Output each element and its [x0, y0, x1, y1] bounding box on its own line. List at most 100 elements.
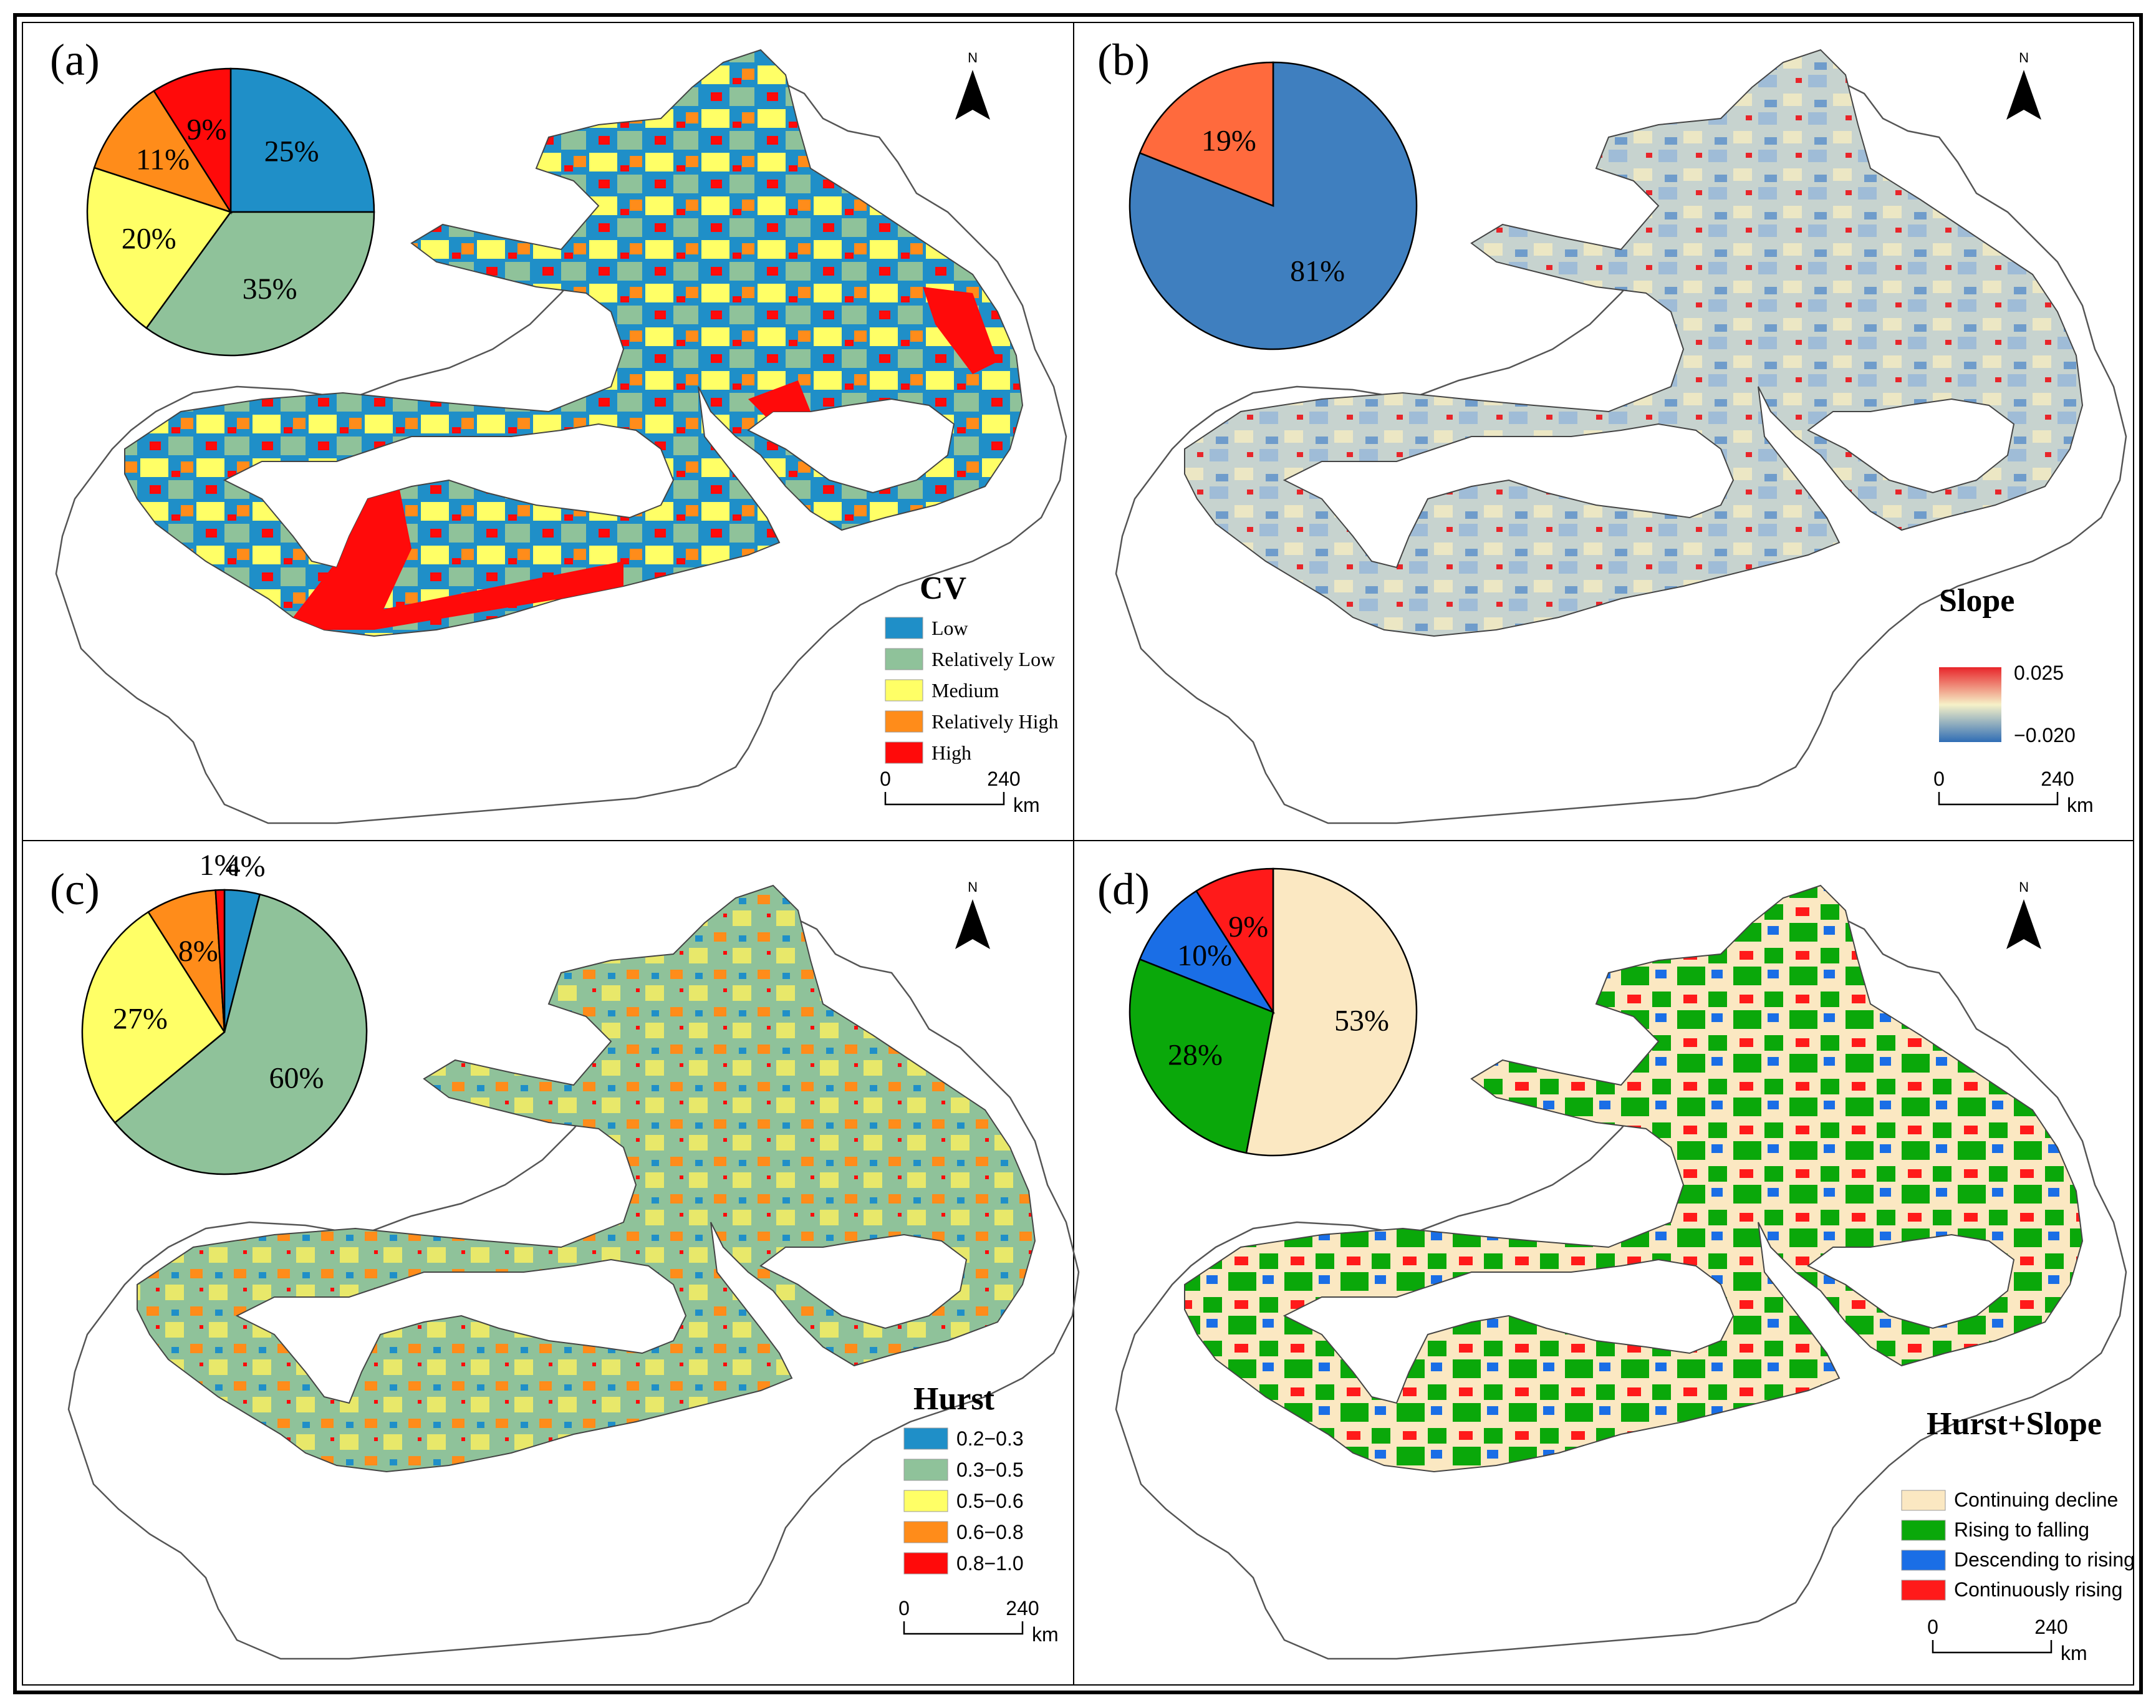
legend-item-label: Rising to falling	[1954, 1518, 2089, 1541]
legend-swatch	[1901, 1490, 1946, 1511]
svg-text:0: 0	[898, 1597, 910, 1619]
north-arrow: N	[2006, 879, 2041, 949]
legend-swatch	[1901, 1550, 1946, 1571]
legend: Hurst 0.2−0.3 0.3−0.5 0.5−0.6 0.6−0.8 0.8−1.…	[903, 1381, 1024, 1575]
legend-swatch	[903, 1552, 948, 1575]
legend-swatch	[885, 741, 923, 764]
cv-high-zone	[293, 287, 998, 630]
svg-text:0: 0	[1927, 1616, 1938, 1638]
north-arrow: N	[955, 50, 990, 120]
legend-swatch	[885, 679, 923, 702]
pie-slice-label: 81%	[1290, 255, 1345, 288]
legend-swatch	[885, 710, 923, 733]
svg-text:N: N	[2019, 879, 2029, 895]
scale-bar: 0 240 km	[1933, 768, 2094, 816]
svg-text:km: km	[2061, 1642, 2087, 1664]
pie-slice-label: 9%	[1228, 910, 1268, 943]
north-arrow: N	[955, 879, 990, 949]
pie-slice-label: 60%	[269, 1061, 324, 1094]
pie-slice	[1129, 958, 1274, 1154]
pie-slice	[86, 166, 233, 329]
pie-slice-label: 20%	[122, 223, 176, 256]
svg-text:km: km	[2067, 794, 2094, 816]
legend-item-label: Relatively High	[931, 710, 1059, 733]
pie-slice	[1129, 61, 1418, 350]
pie-slice-label: 25%	[264, 135, 319, 168]
legend-item-label: 0.6−0.8	[956, 1521, 1024, 1543]
pie-slice-label: 11%	[136, 143, 190, 176]
panel-label: (d)	[1097, 864, 1150, 914]
legend-swatch	[885, 648, 923, 670]
legend-item-label: Low	[931, 617, 968, 639]
pie-slice	[214, 889, 226, 1033]
pie-slice	[1195, 867, 1274, 1015]
pie-chart: 4% 60% 27% 8% 1%	[81, 849, 368, 1175]
pie-slice-label: 19%	[1201, 124, 1256, 157]
svg-text:0: 0	[1933, 768, 1945, 790]
legend-swatch	[903, 1427, 948, 1450]
pie-chart: 81% 19%	[1129, 61, 1418, 350]
north-arrow-icon	[2006, 899, 2024, 949]
svg-text:240: 240	[987, 768, 1020, 790]
svg-text:km: km	[1032, 1623, 1059, 1646]
scale-bar: 0 240 km	[898, 1597, 1059, 1646]
legend-item-label: 0.3−0.5	[956, 1459, 1024, 1481]
legend-item-label: Relatively Low	[931, 648, 1055, 670]
svg-text:N: N	[968, 879, 978, 895]
panel-label: (b)	[1097, 35, 1150, 85]
pie-slice-label: 28%	[1168, 1039, 1223, 1072]
pie-slice-label: 4%	[226, 850, 266, 883]
panel-b: (b) 81% 19% N Slope 0.025 −0.020 0 240 km	[1097, 35, 2127, 824]
pie-slice-label: 8%	[178, 935, 218, 968]
pie-slice	[1138, 890, 1276, 1014]
pie-slice	[113, 893, 368, 1175]
pie-chart: 25% 35% 20% 11%9%	[86, 67, 375, 357]
legend-item-label: Descending to rising	[1954, 1548, 2135, 1571]
legend-swatch	[1901, 1580, 1946, 1601]
pie-slice	[153, 67, 232, 215]
legend-item-label: High	[931, 741, 971, 764]
pie-slice	[147, 889, 226, 1033]
panel-label: (a)	[50, 35, 100, 85]
figure-frame	[13, 13, 2143, 1694]
legend-swatch	[885, 617, 923, 639]
pie-slice	[81, 910, 226, 1124]
panel-d: (d) 53% 28% 10%9% N Hurst+Slope Continuing…	[1097, 864, 2135, 1664]
pie-slice-label: 9%	[187, 113, 227, 146]
pie-slice	[93, 90, 233, 214]
slope-color-ramp	[1939, 667, 2001, 742]
legend-item-label: 0.2−0.3	[956, 1427, 1024, 1450]
pie-slice-label: 53%	[1334, 1004, 1389, 1037]
legend-title: Slope	[1939, 583, 2014, 619]
svg-text:N: N	[968, 50, 978, 65]
legend-swatch	[903, 1459, 948, 1481]
legend-item-label: 0.5−0.6	[956, 1490, 1024, 1512]
pie-slice	[145, 211, 375, 357]
legend-min: −0.020	[2014, 724, 2076, 746]
scale-bar: 0 240 km	[1927, 1616, 2087, 1664]
panel-a: (a) 25% 35% 20% 11%9% N CV Low Relatively Lo…	[50, 35, 1067, 824]
legend-swatch	[903, 1490, 948, 1512]
legend-title: CV	[920, 571, 966, 606]
legend-title: Hurst	[913, 1381, 995, 1417]
pie-slice	[229, 67, 375, 213]
north-arrow-icon	[955, 70, 973, 120]
pie-chart: 53% 28% 10%9%	[1129, 867, 1418, 1157]
panel-label: (c)	[50, 864, 100, 914]
legend-item-label: Continuing decline	[1954, 1488, 2118, 1511]
legend-item-label: Continuously rising	[1954, 1578, 2122, 1601]
svg-text:240: 240	[2034, 1616, 2067, 1638]
svg-text:240: 240	[1006, 1597, 1039, 1619]
panel-c: (c) 4% 60% 27% 8% 1% N Hurst 0.2−0.3 0.3−0.5 0…	[50, 849, 1080, 1660]
legend-item-label: 0.8−1.0	[956, 1552, 1024, 1575]
pie-slice-label: 27%	[113, 1003, 168, 1036]
pie-slice-label: 1%	[200, 849, 239, 882]
legend-title: Hurst+Slope	[1927, 1406, 2102, 1442]
svg-text:km: km	[1013, 794, 1040, 816]
legend: Slope 0.025 −0.020	[1939, 583, 2076, 746]
map-area	[55, 49, 1067, 824]
legend: Hurst+Slope Continuing decline Rising to …	[1901, 1406, 2135, 1601]
north-arrow: N	[2006, 50, 2041, 120]
north-arrow-icon	[2006, 70, 2024, 120]
